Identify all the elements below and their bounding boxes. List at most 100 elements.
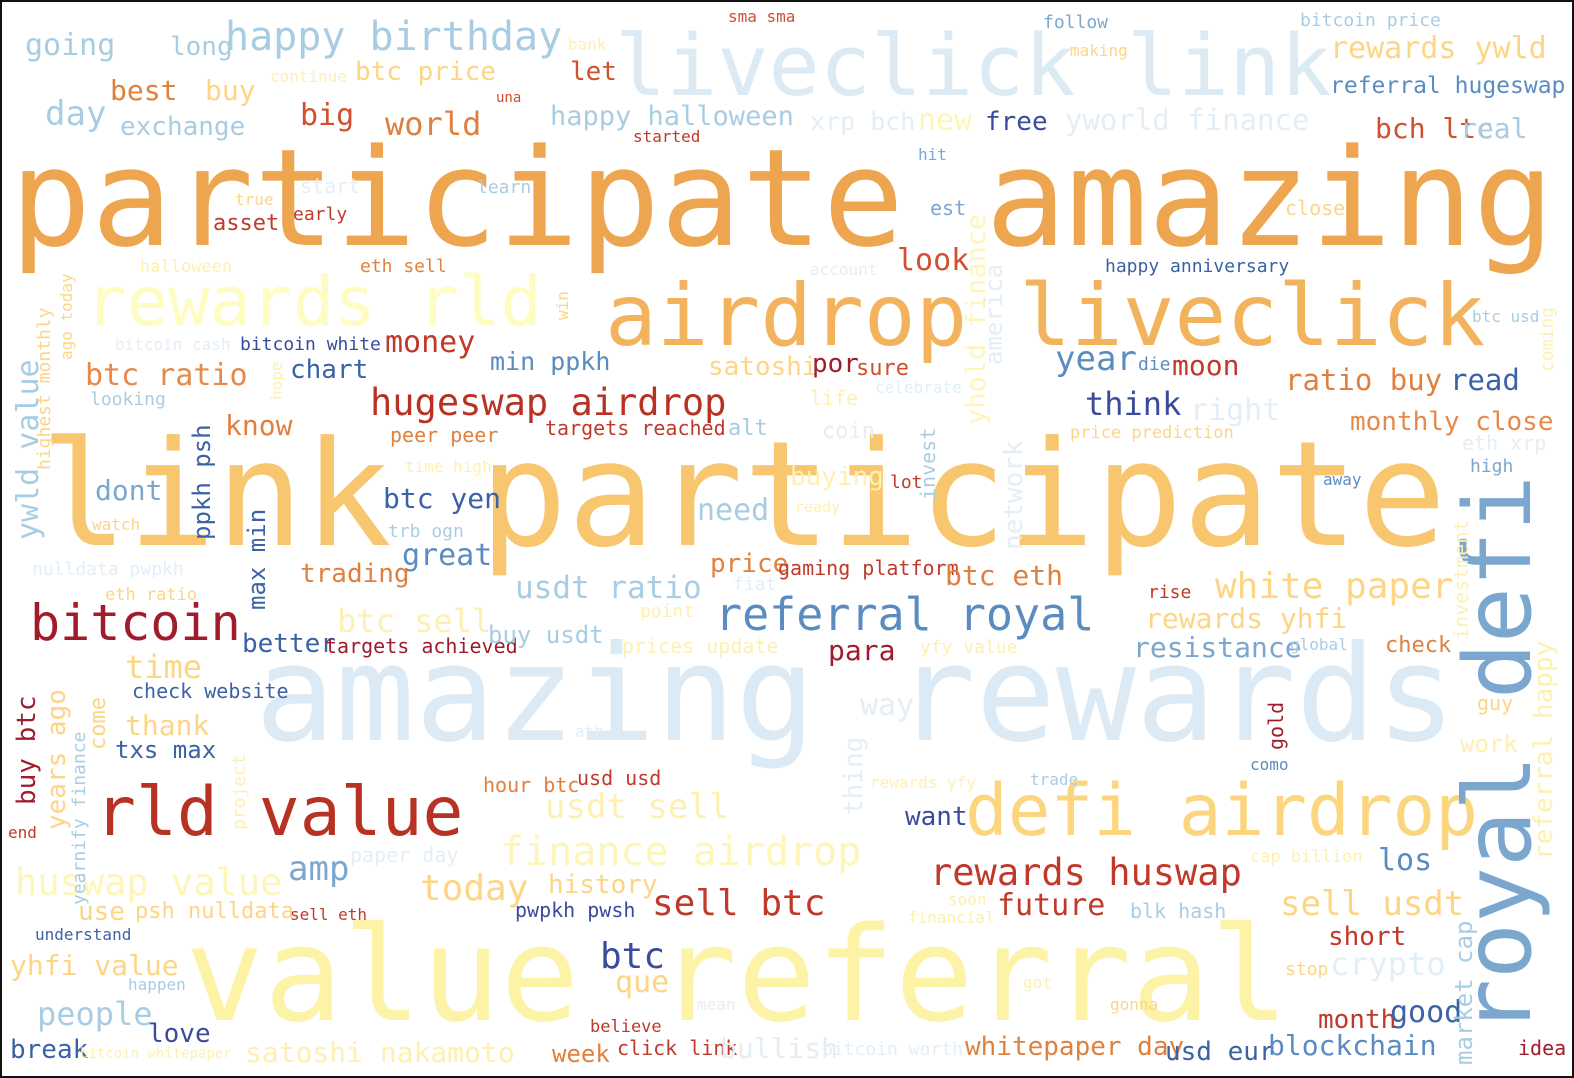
word: week bbox=[552, 1040, 610, 1068]
word: moon bbox=[1172, 349, 1239, 382]
word: global bbox=[1290, 635, 1348, 654]
word: check bbox=[1385, 633, 1451, 658]
word: satoshi bbox=[708, 352, 818, 382]
word: thank bbox=[125, 709, 209, 742]
word: hit bbox=[918, 145, 947, 164]
word: idea bbox=[1518, 1036, 1566, 1060]
word: alt bbox=[728, 416, 768, 441]
word: defi airdrop bbox=[965, 769, 1478, 852]
word: btc sell bbox=[337, 602, 491, 640]
word: trade bbox=[1030, 770, 1078, 789]
word: money bbox=[385, 325, 475, 360]
word: soon bbox=[948, 890, 987, 909]
word: targets achieved bbox=[325, 634, 518, 658]
word: mean bbox=[697, 995, 736, 1014]
word: long bbox=[170, 32, 233, 62]
word: peer peer bbox=[390, 423, 498, 447]
word: rewards yhfi bbox=[1145, 602, 1347, 635]
word: believe bbox=[590, 1017, 662, 1037]
word: btc price bbox=[355, 57, 496, 87]
word: hope bbox=[267, 361, 286, 400]
word: day bbox=[45, 94, 106, 134]
word: bitcoin worth bbox=[822, 1039, 963, 1060]
word: coming bbox=[1537, 307, 1558, 372]
word: win bbox=[553, 291, 572, 320]
word: rewards ywld bbox=[1330, 31, 1547, 66]
word: usdt sell bbox=[545, 787, 729, 827]
word: btc eth bbox=[945, 559, 1063, 592]
word: royal defi bbox=[1444, 475, 1552, 1035]
word: satoshi nakamoto bbox=[245, 1036, 515, 1069]
word: year bbox=[1055, 339, 1137, 379]
word: bitcoin whitepaper bbox=[80, 1046, 232, 1062]
word: close bbox=[1285, 196, 1345, 220]
word: usd usd bbox=[577, 766, 661, 790]
word: better bbox=[242, 629, 336, 659]
word: usdt ratio bbox=[515, 570, 702, 606]
word: dont bbox=[95, 474, 162, 507]
word: cap billion bbox=[1250, 847, 1363, 867]
word: click link bbox=[617, 1036, 737, 1060]
word: yearnify finance bbox=[69, 732, 90, 905]
word: account bbox=[810, 260, 877, 279]
word: look bbox=[897, 243, 969, 278]
word: usd eur bbox=[1165, 1037, 1275, 1067]
word: gaming platform bbox=[778, 556, 959, 580]
word: good bbox=[1390, 995, 1462, 1030]
word: value referral bbox=[185, 898, 1289, 1051]
word: bch ltc bbox=[1375, 112, 1493, 145]
word: los bbox=[1378, 843, 1432, 878]
word: yfy value bbox=[920, 637, 1018, 658]
word: rewards rld bbox=[85, 262, 542, 342]
word: market cap bbox=[1450, 921, 1478, 1066]
word: going bbox=[25, 28, 115, 63]
word: gonna bbox=[1110, 995, 1158, 1014]
word: end bbox=[8, 823, 37, 842]
word: yhold finance bbox=[961, 214, 992, 425]
word: white paper bbox=[1215, 566, 1453, 607]
word: watch bbox=[92, 515, 140, 534]
word: sell usdt bbox=[1280, 884, 1464, 924]
word: asset bbox=[213, 211, 279, 236]
word: para bbox=[828, 634, 895, 667]
word: lot bbox=[890, 472, 923, 493]
word: sma sma bbox=[728, 7, 795, 26]
word: amp bbox=[288, 849, 349, 889]
word: buy btc bbox=[12, 695, 42, 805]
word: away bbox=[1323, 470, 1362, 489]
word: min ppkh bbox=[490, 347, 610, 376]
word: network bbox=[999, 440, 1029, 550]
word: rise bbox=[1148, 582, 1191, 603]
word: ready bbox=[795, 498, 840, 516]
word: btc ratio bbox=[85, 358, 248, 393]
word: check website bbox=[132, 679, 289, 703]
word: psh nulldata bbox=[135, 899, 294, 924]
word: think bbox=[1085, 385, 1181, 423]
word: bitcoin white bbox=[240, 334, 381, 355]
word: stop bbox=[1285, 959, 1328, 980]
word: making bbox=[1070, 41, 1128, 60]
word: people bbox=[37, 995, 153, 1033]
word: prices update bbox=[622, 634, 779, 658]
word: die bbox=[1138, 354, 1171, 375]
word: america bbox=[980, 264, 1008, 365]
word: pwpkh pwsh bbox=[515, 898, 635, 922]
word: true bbox=[235, 190, 274, 209]
word: eth ratio bbox=[105, 585, 197, 605]
word: trading bbox=[300, 559, 410, 589]
word: bitcoin bbox=[30, 594, 241, 652]
word: rld value bbox=[95, 773, 463, 852]
word: financial bbox=[908, 908, 995, 927]
word: yworld finance bbox=[1065, 103, 1309, 137]
word: big bbox=[300, 98, 354, 133]
word: break bbox=[10, 1035, 89, 1065]
word: free bbox=[985, 107, 1048, 137]
word: happy halloween bbox=[550, 101, 794, 132]
word: targets reached bbox=[545, 416, 726, 440]
word: new bbox=[918, 103, 973, 138]
word: start bbox=[300, 174, 360, 198]
word: great bbox=[402, 538, 492, 573]
word: invest bbox=[916, 428, 940, 500]
